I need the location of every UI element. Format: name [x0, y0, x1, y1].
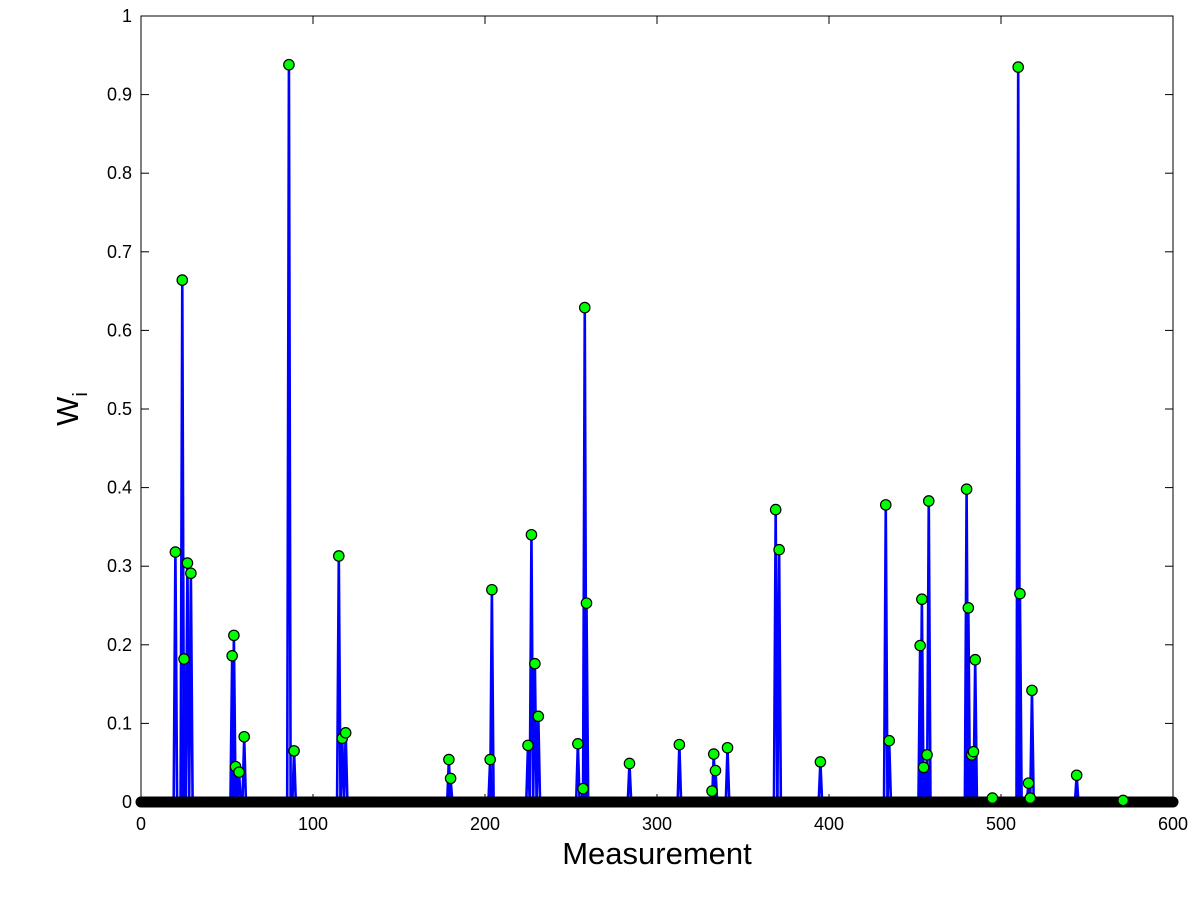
data-point — [169, 546, 182, 558]
y-tick-label: 0.1 — [107, 713, 132, 733]
x-axis-label: Measurement — [562, 836, 752, 871]
data-point — [572, 738, 584, 750]
y-axis-label-subscript: i — [70, 392, 92, 396]
data-point — [916, 593, 928, 606]
x-tick-label: 500 — [986, 814, 1016, 834]
data-point — [1022, 777, 1035, 789]
data-point — [233, 766, 245, 778]
x-tick-label: 600 — [1158, 814, 1188, 834]
baseline-point — [1167, 796, 1179, 808]
x-tick-label: 400 — [814, 814, 844, 834]
data-point — [769, 503, 782, 516]
data-point — [332, 550, 345, 562]
y-tick-label: 0 — [122, 792, 132, 812]
data-point — [1024, 792, 1037, 804]
data-point — [283, 58, 295, 71]
y-tick-label: 0.7 — [107, 242, 132, 262]
data-point — [773, 543, 785, 556]
data-point — [1012, 61, 1024, 73]
data-point — [228, 629, 240, 642]
data-point — [185, 567, 197, 580]
data-point — [181, 557, 194, 569]
data-point — [814, 756, 827, 768]
data-point — [883, 734, 895, 747]
y-tick-label: 0.6 — [107, 320, 132, 340]
data-point — [673, 738, 686, 751]
data-point — [288, 745, 300, 757]
data-point — [529, 657, 541, 670]
data-point — [1014, 587, 1026, 600]
data-point — [986, 792, 999, 804]
y-tick-label: 0.8 — [107, 163, 132, 183]
data-point — [577, 782, 589, 795]
data-point — [967, 745, 980, 758]
baseline-markers — [135, 796, 1179, 808]
data-point — [922, 495, 935, 507]
x-tick-label: 300 — [642, 814, 672, 834]
data-point — [226, 650, 238, 662]
data-point — [443, 753, 455, 766]
data-point — [238, 730, 250, 743]
data-point — [721, 741, 734, 754]
data-point — [914, 639, 926, 652]
y-axis-label-main: W — [50, 396, 85, 426]
data-point — [486, 583, 498, 596]
y-tick-label: 0.4 — [107, 478, 132, 498]
y-tick-label: 0.2 — [107, 635, 132, 655]
data-point — [580, 597, 593, 609]
data-point — [1070, 769, 1083, 782]
y-tick-label: 0.9 — [107, 85, 132, 105]
data-point — [706, 785, 718, 797]
data-point — [960, 483, 973, 495]
y-axis-label: Wi — [50, 392, 92, 426]
data-point — [339, 727, 352, 739]
y-tick-label: 1 — [122, 6, 132, 26]
data-point — [176, 274, 189, 286]
data-point — [444, 772, 457, 785]
data-point — [707, 748, 720, 760]
data-point — [1026, 684, 1038, 697]
x-tick-label: 200 — [470, 814, 500, 834]
data-point — [917, 761, 930, 774]
y-tick-label: 0.3 — [107, 556, 132, 576]
data-point — [879, 499, 892, 511]
data-point — [709, 764, 722, 777]
x-tick-label: 100 — [298, 814, 328, 834]
data-point — [969, 653, 981, 666]
data-point — [525, 528, 538, 541]
data-point — [1117, 794, 1129, 807]
data-point — [484, 753, 496, 766]
data-point — [623, 757, 636, 770]
data-point — [522, 739, 534, 752]
peak-markers — [169, 58, 1129, 807]
data-point — [921, 749, 933, 761]
data-point — [578, 301, 591, 314]
data-point — [532, 710, 545, 723]
plot-area — [140, 15, 1174, 803]
y-tick-label: 0.5 — [107, 399, 132, 419]
tick-labels: 0 100 200 300 400 500 600 0 0.1 0.2 0.3 0.4 0.5 0.6 0.… — [107, 6, 1188, 834]
data-point — [178, 653, 190, 665]
data-point — [962, 602, 975, 614]
x-tick-label: 0 — [136, 814, 146, 834]
